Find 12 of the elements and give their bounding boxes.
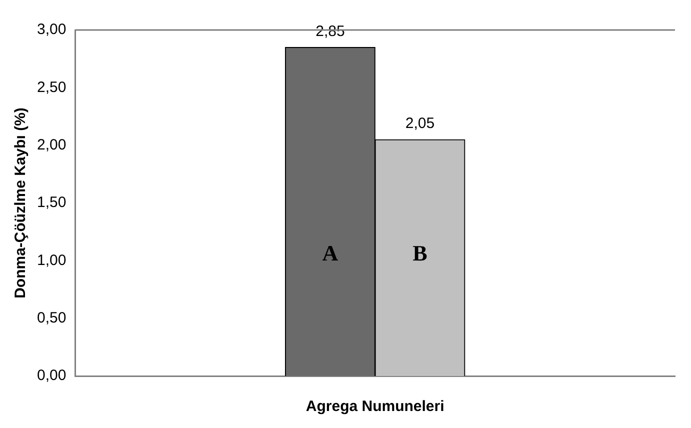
y-tick-label: 2,50	[36, 78, 66, 96]
y-tick-label: 0,00	[36, 367, 66, 384]
y-tick-label: 1,00	[36, 252, 66, 269]
y-tick-label: 1,50	[36, 194, 66, 212]
x-tick-label: A	[322, 240, 338, 266]
x-axis-title: Agrega Numuneleri	[306, 398, 444, 416]
y-axis-title: Donma-Çöüzlme Kaybı (%)	[12, 108, 30, 298]
x-tick-label: B	[412, 240, 428, 266]
y-tick-label: 2,00	[36, 136, 66, 154]
y-tick-label: 3,00	[36, 21, 66, 38]
y-tick-label: 0,50	[36, 309, 66, 326]
data-label: 2,05	[405, 115, 435, 132]
